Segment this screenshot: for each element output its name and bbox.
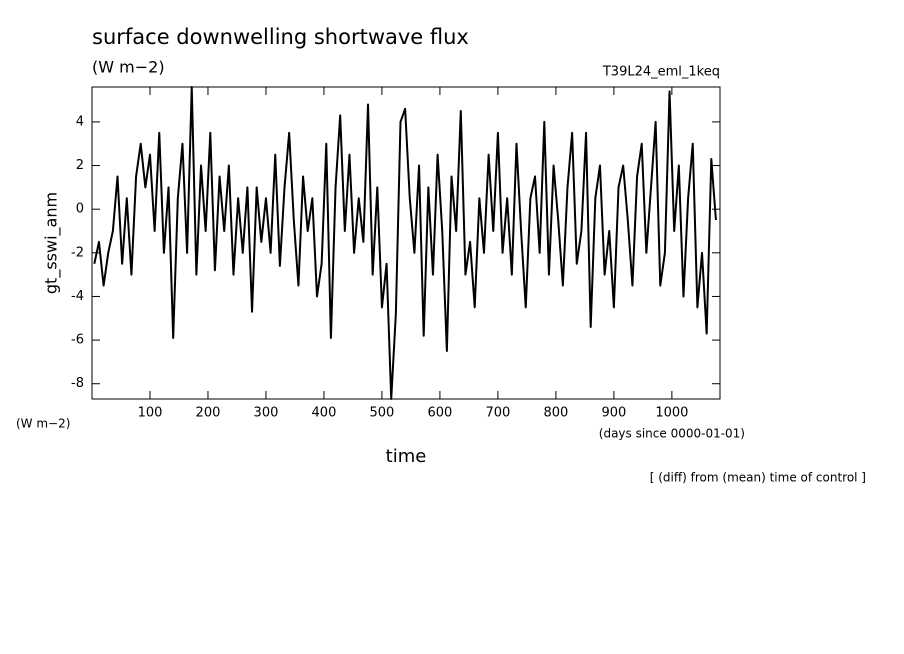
units: (W m−2) (92, 58, 165, 77)
x-tick-label: 900 (601, 406, 626, 421)
x-tick-label: 200 (196, 406, 221, 421)
y-tick-label: 2 (76, 158, 84, 173)
x-tick-label: 700 (485, 406, 510, 421)
x-tick-label: 500 (370, 406, 395, 421)
chart-title: surface downwelling shortwave flux (92, 25, 469, 49)
x-tick-label: 800 (543, 406, 568, 421)
x-axis-label: time (386, 446, 427, 467)
data-line (93, 86, 717, 400)
note: [ (diff) from (mean) time of control ] (650, 471, 866, 485)
y-tick-label: -8 (71, 376, 84, 391)
x-tick-label: 1000 (655, 406, 688, 421)
y-tick-label: 0 (76, 202, 84, 217)
plot-frame (91, 86, 721, 400)
x-tick-label: 600 (428, 406, 453, 421)
x-units: (days since 0000-01-01) (599, 427, 745, 441)
x-tick-label: 100 (138, 406, 163, 421)
y-tick-label: 4 (76, 114, 84, 129)
run-name: T39L24_eml_1keq (602, 65, 720, 80)
x-tick-label: 400 (312, 406, 337, 421)
y-tick-label: -6 (71, 333, 84, 348)
y-axis-label: gt_sswi_anm (42, 192, 62, 294)
units-left: (W m−2) (16, 417, 70, 431)
y-tick-label: -2 (71, 245, 84, 260)
y-tick-label: -4 (71, 289, 84, 304)
x-tick-label: 300 (254, 406, 279, 421)
